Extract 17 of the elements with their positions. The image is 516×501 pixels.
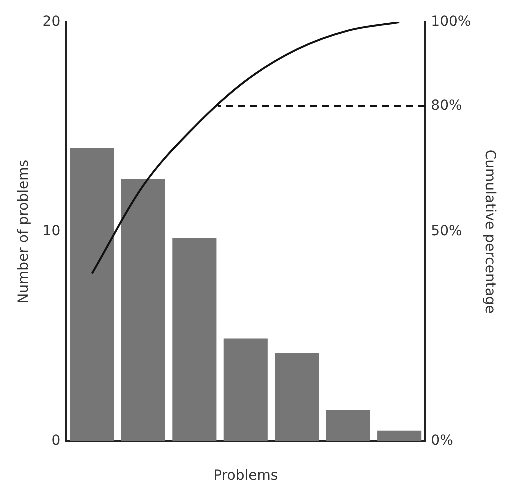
y2-tick-label: 80% xyxy=(431,98,462,114)
y2-axis-title: Cumulative percentage xyxy=(482,150,498,314)
y-tick-label: 10 xyxy=(42,224,61,240)
y-tick-label: 0 xyxy=(52,433,61,450)
y-axis-title: Number of problems xyxy=(16,160,32,304)
bar xyxy=(224,338,268,442)
y-tick-label: 20 xyxy=(42,14,61,30)
bar xyxy=(172,238,217,442)
y2-tick-label: 50% xyxy=(431,224,462,240)
y2-tick-label: 0% xyxy=(431,433,454,450)
x-axis-title: Problems xyxy=(214,468,278,484)
bar xyxy=(275,353,320,442)
bar xyxy=(326,410,370,442)
y2-tick-label: 100% xyxy=(431,14,472,30)
bar xyxy=(378,430,422,442)
bar xyxy=(70,148,114,442)
bar xyxy=(121,180,166,442)
